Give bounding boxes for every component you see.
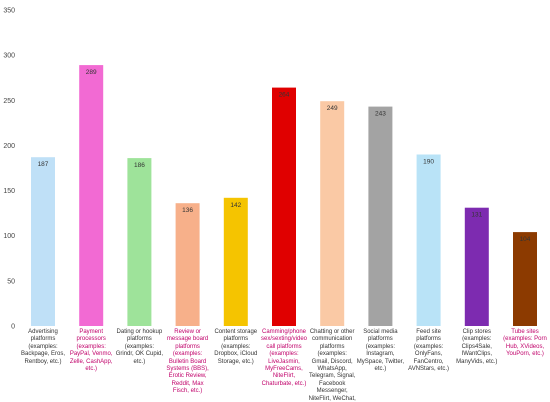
bar (31, 157, 55, 326)
category-label: Chatting or other communication platform… (308, 329, 356, 402)
y-tick-label: 150 (3, 188, 15, 195)
y-tick-label: 350 (3, 8, 15, 15)
bar (175, 203, 200, 326)
bar (416, 154, 441, 326)
category-label: Clip stores (examples: Clips4Sale, IWant… (456, 329, 498, 365)
bar-value-label: 187 (38, 161, 49, 168)
bar-value-label: 264 (279, 92, 290, 99)
bar-value-label: 131 (471, 212, 482, 219)
bar (79, 65, 104, 326)
bar-value-label: 190 (423, 159, 434, 166)
bar (513, 232, 537, 326)
category-label: Camming/phone sex/sexting/video call pla… (260, 329, 308, 387)
category-label: Dating or hookup platforms (examples: Gr… (115, 329, 164, 365)
value-labels: 187 289 186 136 142 264 249 243 190 131 104 (38, 69, 531, 243)
category-label: Feed site platforms (examples: OnlyFans,… (408, 329, 450, 373)
bar-value-label: 243 (375, 111, 386, 118)
category-label: Social media platforms (examples: Instag… (356, 329, 405, 373)
bar-value-label: 186 (134, 162, 145, 169)
bars (31, 65, 537, 326)
y-tick-label: 200 (3, 143, 15, 150)
category-label: Content storage platforms (examples: Dro… (214, 329, 258, 365)
bar-value-label: 289 (86, 69, 97, 76)
bar (464, 207, 489, 326)
bar (272, 87, 296, 326)
bar (320, 101, 345, 326)
y-tick-label: 100 (3, 233, 15, 240)
y-tick-label: 0 (11, 324, 15, 331)
bar-value-label: 136 (182, 207, 193, 214)
bar-value-label: 142 (230, 202, 241, 209)
bar (223, 197, 248, 326)
y-tick-label: 50 (7, 278, 15, 285)
category-label: Review or message board platforms (examp… (166, 329, 209, 395)
y-axis: 0 50 100 150 200 250 300 350 (3, 8, 15, 331)
bar (368, 106, 393, 326)
category-label: Advertising platforms (examples: Backpag… (20, 329, 66, 365)
bar (127, 158, 152, 326)
category-label: Tube sites (examples: Porn Hub, XVideos,… (503, 329, 547, 358)
bar-value-label: 104 (520, 236, 531, 243)
bar-value-label: 249 (327, 105, 338, 112)
category-label: Payment processors (examples: PayPal, Ve… (69, 329, 113, 373)
y-tick-label: 250 (3, 98, 15, 105)
y-tick-label: 300 (3, 53, 15, 60)
